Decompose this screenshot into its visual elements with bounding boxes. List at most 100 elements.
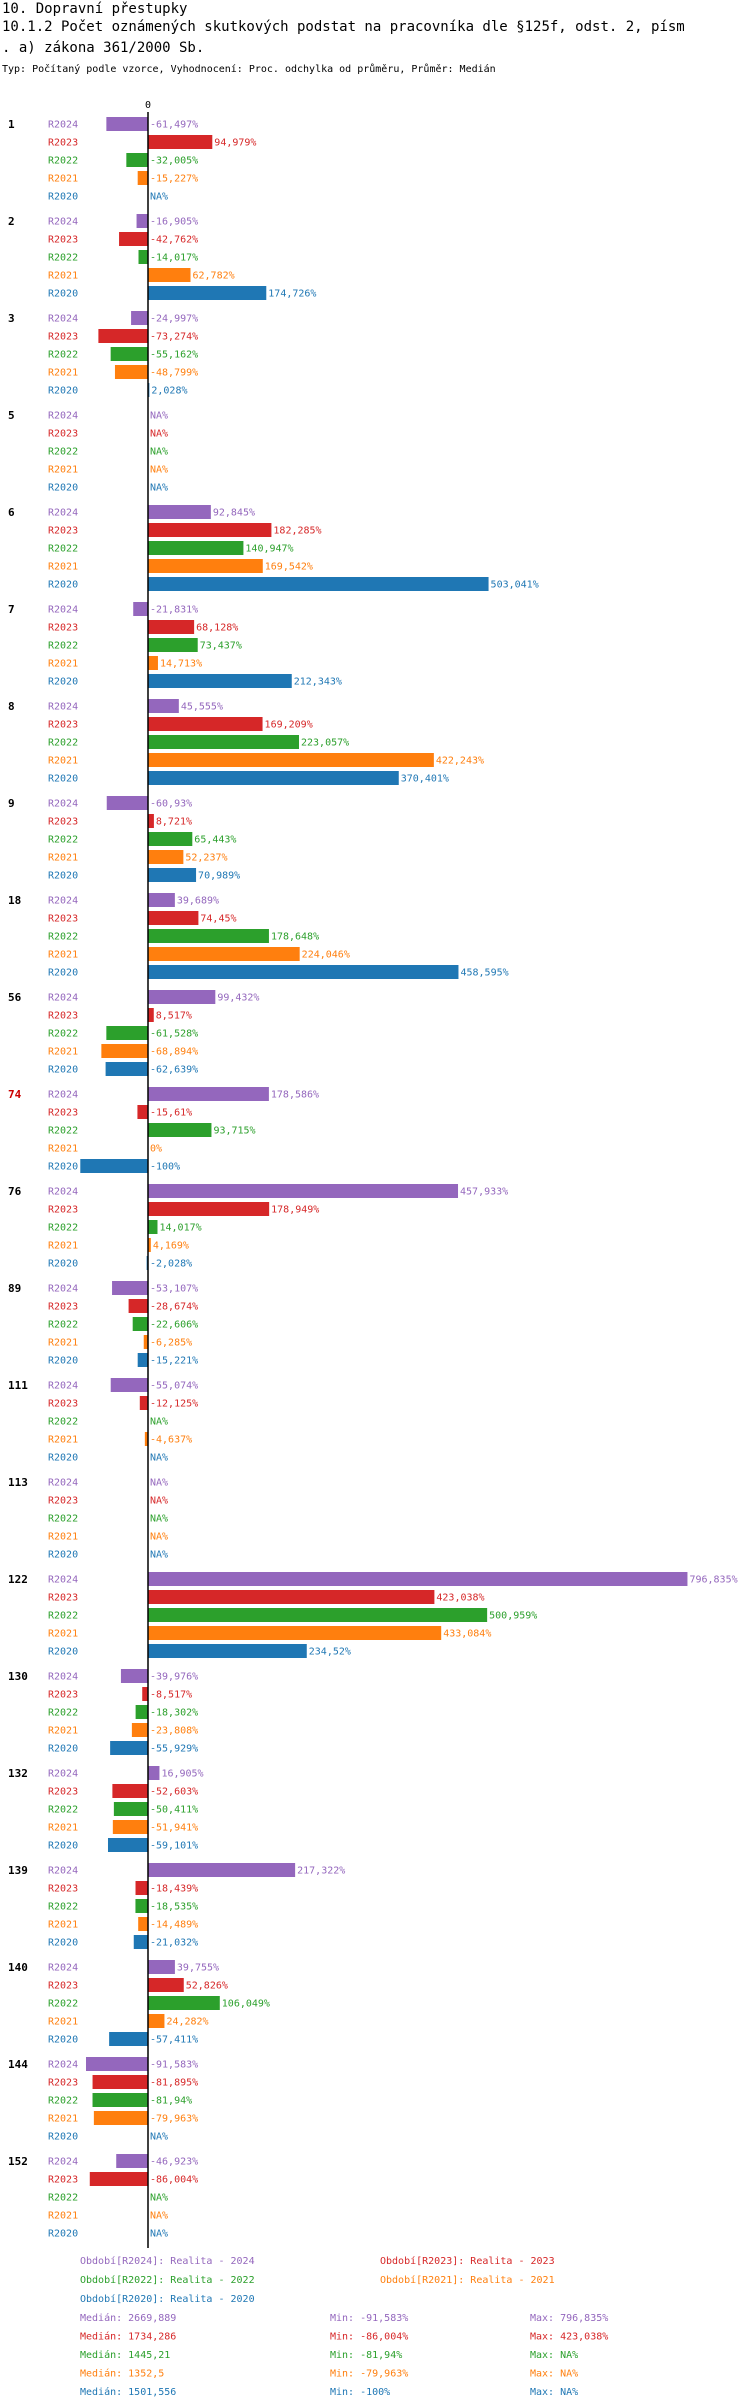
series-label: R2024 <box>48 1769 78 1780</box>
data-label: 4,169% <box>153 1241 189 1252</box>
series-label: R2020 <box>48 774 78 785</box>
data-label: -6,285% <box>150 1338 192 1349</box>
data-label: -79,963% <box>150 2114 198 2125</box>
bar <box>143 1335 148 1349</box>
stat-max: Max: NA% <box>530 2387 578 2398</box>
series-label: R2020 <box>48 871 78 882</box>
series-label: R2022 <box>48 253 78 264</box>
data-label: -53,107% <box>150 1284 198 1295</box>
bar <box>114 365 148 379</box>
bar <box>148 505 211 519</box>
bar <box>138 1917 148 1931</box>
bar <box>137 171 148 185</box>
stat-min: Min: -100% <box>330 2387 390 2398</box>
group-label: 152 <box>8 2155 28 2168</box>
series-label: R2020 <box>48 192 78 203</box>
data-label: 178,648% <box>271 932 319 943</box>
bar <box>109 2032 148 2046</box>
data-label: -39,976% <box>150 1672 198 1683</box>
series-label: R2024 <box>48 2060 78 2071</box>
bar <box>148 735 300 749</box>
data-label: NA% <box>150 429 168 440</box>
data-label: 2,028% <box>151 386 187 397</box>
data-label: NA% <box>150 1514 168 1525</box>
data-label: NA% <box>150 1417 168 1428</box>
series-label: R2022 <box>48 1514 78 1525</box>
bar <box>112 1784 148 1798</box>
bar <box>92 2075 148 2089</box>
series-label: R2020 <box>48 483 78 494</box>
series-label: R2021 <box>48 1823 78 1834</box>
bar <box>148 753 434 767</box>
data-label: NA% <box>150 1532 168 1543</box>
data-label: 500,959% <box>489 1611 537 1622</box>
data-label: NA% <box>150 447 168 458</box>
series-label: R2024 <box>48 1672 78 1683</box>
bar <box>148 947 300 961</box>
stat-max: Max: 796,835% <box>530 2313 608 2324</box>
bar <box>148 1863 296 1877</box>
bar <box>93 2111 148 2125</box>
series-label: R2022 <box>48 1029 78 1040</box>
bar <box>110 1741 148 1755</box>
data-label: 223,057% <box>301 738 349 749</box>
stat-min: Min: -86,004% <box>330 2332 408 2343</box>
series-label: R2020 <box>48 677 78 688</box>
bar <box>106 1026 148 1040</box>
bar <box>148 832 193 846</box>
chart-title-line-1: 10. Dopravní přestupky <box>2 1 188 17</box>
bar <box>89 2172 148 2186</box>
data-label: -21,032% <box>150 1938 198 1949</box>
data-label: 370,401% <box>401 774 449 785</box>
legend-item: Období[R2021]: Realita - 2021 <box>380 2274 555 2286</box>
legend-item: Období[R2022]: Realita - 2022 <box>80 2274 255 2286</box>
group-label: 8 <box>8 700 15 713</box>
data-label: 169,209% <box>265 720 313 731</box>
bar <box>142 1687 148 1701</box>
series-label: R2021 <box>48 1144 78 1155</box>
series-label: R2024 <box>48 1284 78 1295</box>
series-label: R2021 <box>48 659 78 670</box>
stat-min: Min: -81,94% <box>330 2350 402 2361</box>
data-label: 14,017% <box>159 1223 201 1234</box>
series-label: R2022 <box>48 1223 78 1234</box>
series-label: R2024 <box>48 702 78 713</box>
data-label: -46,923% <box>150 2157 198 2168</box>
series-label: R2021 <box>48 2017 78 2028</box>
series-label: R2022 <box>48 1417 78 1428</box>
series-label: R2021 <box>48 1920 78 1931</box>
stat-max: Max: NA% <box>530 2350 578 2361</box>
bar <box>119 232 148 246</box>
series-label: R2023 <box>48 1399 78 1410</box>
series-label: R2021 <box>48 368 78 379</box>
bar <box>148 1590 435 1604</box>
data-label: 93,715% <box>213 1126 255 1137</box>
series-label: R2023 <box>48 1011 78 1022</box>
series-label: R2024 <box>48 411 78 422</box>
bar <box>135 1899 148 1913</box>
data-label: 178,949% <box>271 1205 319 1216</box>
series-label: R2024 <box>48 605 78 616</box>
data-label: 457,933% <box>460 1187 508 1198</box>
series-label: R2024 <box>48 1575 78 1586</box>
series-label: R2020 <box>48 2035 78 2046</box>
bar <box>126 153 148 167</box>
data-label: -55,074% <box>150 1381 198 1392</box>
data-label: -42,762% <box>150 235 198 246</box>
series-label: R2021 <box>48 1047 78 1058</box>
legend-item: Období[R2023]: Realita - 2023 <box>380 2255 555 2267</box>
bar <box>148 1766 160 1780</box>
bar <box>148 1220 158 1234</box>
bar <box>148 929 269 943</box>
data-label: NA% <box>150 1550 168 1561</box>
series-label: R2022 <box>48 1902 78 1913</box>
bar <box>113 1802 148 1816</box>
data-label: 169,542% <box>265 562 313 573</box>
bar <box>101 1044 148 1058</box>
data-label: NA% <box>150 2132 168 2143</box>
data-label: NA% <box>150 2211 168 2222</box>
bar <box>110 347 148 361</box>
series-label: R2022 <box>48 544 78 555</box>
data-label: -91,583% <box>150 2060 198 2071</box>
